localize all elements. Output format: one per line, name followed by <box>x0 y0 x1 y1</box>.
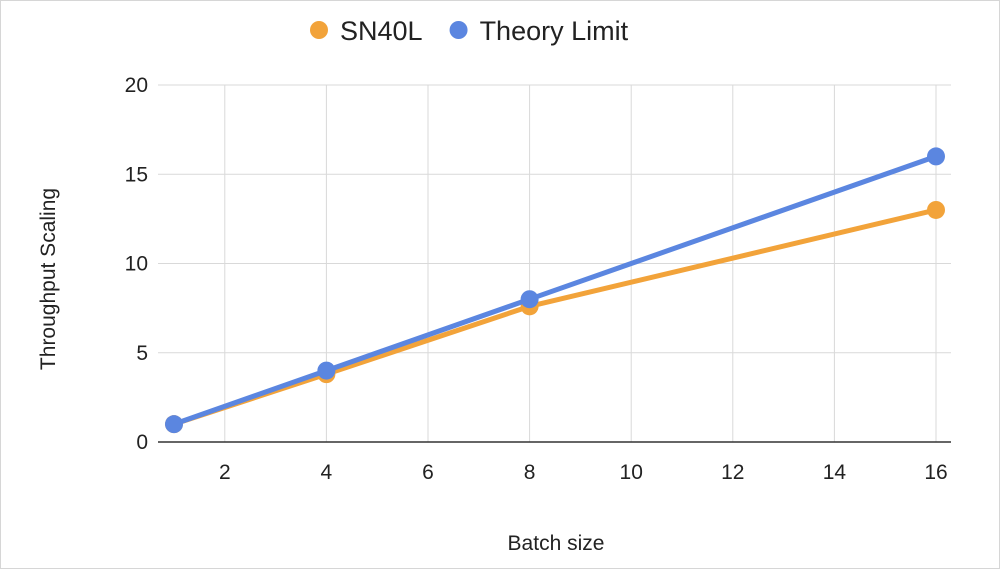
series-line-theory-limit <box>171 153 939 427</box>
data-point-theory-limit-1 <box>165 415 183 434</box>
y-tick-label-20: 20 <box>125 74 148 97</box>
legend-label-theory-limit: Theory Limit <box>480 16 629 46</box>
y-tick-label-5: 5 <box>136 342 148 365</box>
x-tick-label-14: 14 <box>823 461 847 484</box>
x-tick-label-2: 2 <box>219 461 231 484</box>
y-tick-label-10: 10 <box>125 253 148 276</box>
y-axis-title: Throughput Scaling <box>37 188 60 370</box>
x-tick-label-16: 16 <box>924 461 947 484</box>
axis: 0 5 10 15 20 2 4 6 8 10 12 14 16 <box>125 74 951 484</box>
x-tick-label-10: 10 <box>620 461 643 484</box>
x-tick-label-12: 12 <box>721 461 744 484</box>
data-point-theory-limit-8 <box>520 290 539 309</box>
legend: SN40L Theory Limit <box>310 16 629 46</box>
legend-label-sn40l: SN40L <box>340 16 423 46</box>
x-axis-title: Batch size <box>508 532 605 555</box>
legend-marker-sn40l <box>310 21 328 39</box>
legend-marker-theory-limit <box>449 21 468 39</box>
data-point-theory-limit-16 <box>927 147 945 166</box>
x-tick-label-8: 8 <box>524 461 536 484</box>
grid <box>158 84 951 442</box>
data-point-theory-limit-4 <box>317 361 336 380</box>
y-tick-label-15: 15 <box>125 163 148 186</box>
series-line-sn40l <box>171 207 939 427</box>
x-tick-label-6: 6 <box>422 461 434 484</box>
x-tick-label-4: 4 <box>321 461 333 484</box>
y-tick-label-0: 0 <box>136 431 148 454</box>
data-point-sn40l-16 <box>927 200 945 219</box>
series-layer <box>165 147 945 434</box>
